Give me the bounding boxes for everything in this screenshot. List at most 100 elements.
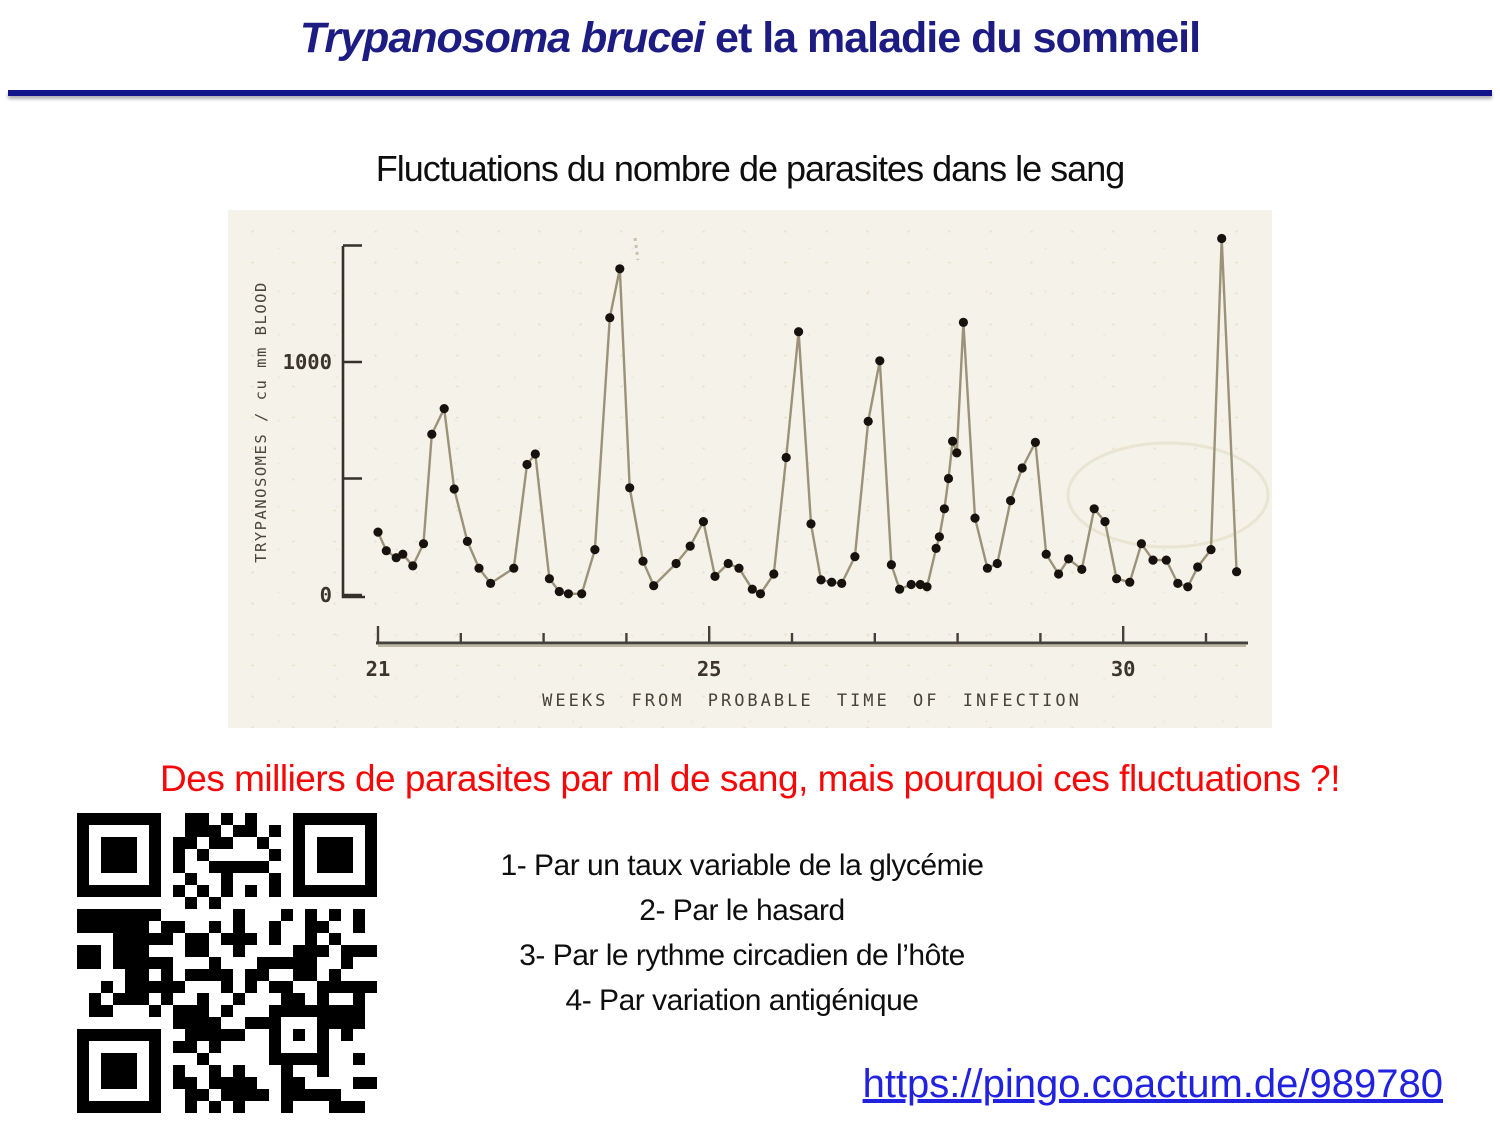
data-point — [577, 589, 587, 599]
svg-text:1000: 1000 — [283, 350, 332, 374]
data-point — [1030, 437, 1040, 447]
data-point — [590, 545, 600, 555]
data-point — [418, 539, 429, 549]
page-title: Trypanosoma brucei et la maladie du somm… — [0, 14, 1500, 63]
data-point — [863, 416, 873, 426]
data-point — [992, 558, 1002, 569]
qr-code — [77, 813, 378, 1114]
title-species: Trypanosoma brucei — [299, 14, 705, 62]
data-point — [922, 582, 932, 592]
data-point — [1217, 233, 1227, 244]
qr-code-svg — [77, 813, 378, 1114]
data-point — [943, 473, 954, 484]
data-point — [1206, 545, 1216, 555]
data-point — [615, 264, 625, 274]
svg-text:25: 25 — [697, 657, 722, 681]
data-point — [794, 327, 804, 337]
data-point — [474, 563, 484, 573]
data-point — [1112, 574, 1122, 584]
parasite-chart-svg: 0 1000 TRYPANOSOMES / cu mm BLOOD 21 25 30 WEE… — [252, 233, 1270, 711]
data-point — [649, 581, 659, 591]
title-underline — [8, 90, 1492, 96]
data-point — [982, 563, 993, 573]
data-point — [449, 484, 459, 494]
data-point — [1161, 555, 1171, 565]
data-point — [734, 563, 744, 573]
data-point — [563, 589, 573, 599]
data-point — [886, 560, 897, 570]
svg-text:30: 30 — [1111, 657, 1136, 681]
data-point — [769, 569, 779, 579]
data-point — [806, 519, 816, 529]
data-point — [1054, 569, 1064, 579]
data-point — [1100, 517, 1110, 527]
poll-option-1: 1- Par un taux variable de la glycémie — [500, 849, 984, 882]
data-point — [522, 459, 532, 470]
question-text: Des milliers de parasites par ml de sang… — [160, 758, 1340, 799]
data-point — [408, 561, 418, 571]
data-point — [895, 584, 905, 594]
data-point — [837, 578, 847, 588]
data-point — [934, 532, 945, 542]
x-axis-title: WEEKS FROM PROBABLE TIME OF INFECTION — [542, 691, 1082, 711]
parasite-figure: 0 1000 TRYPANOSOMES / cu mm BLOOD 21 25 30 WEE… — [228, 210, 1272, 728]
poll-options: 1- Par un taux variable de la glycémie 2… — [501, 843, 984, 1023]
data-point — [1089, 504, 1099, 514]
poll-option-4: 4- Par variation antigénique — [565, 984, 919, 1017]
data-point — [1183, 582, 1193, 592]
y-axis: 0 1000 TRYPANOSOMES / cu mm BLOOD — [252, 244, 365, 607]
data-point — [554, 586, 564, 597]
data-point — [1064, 554, 1074, 564]
poll-option-2: 2- Par le hasard — [639, 894, 845, 927]
data-point — [509, 563, 519, 573]
title-rest: et la maladie du sommeil — [704, 14, 1201, 62]
data-point — [906, 579, 916, 590]
data-point — [875, 356, 885, 366]
poll-link[interactable]: https://pingo.coactum.de/989780 — [862, 1062, 1443, 1106]
scan-artifact — [633, 237, 640, 261]
data-point — [970, 513, 980, 523]
data-point — [958, 317, 969, 327]
data-point — [931, 543, 941, 553]
data-point — [850, 552, 860, 562]
data-point — [1041, 549, 1051, 559]
data-point — [939, 504, 950, 514]
y-axis-title: TRYPANOSOMES / cu mm BLOOD — [252, 281, 270, 563]
data-point — [1125, 577, 1135, 587]
figure-caption: Fluctuations du nombre de parasites dans… — [375, 148, 1125, 189]
data-point — [373, 527, 383, 537]
poll-option-3: 3- Par le rythme circadien de l’hôte — [519, 939, 965, 972]
data-point — [1173, 578, 1183, 588]
data-point — [398, 549, 408, 559]
svg-text:21: 21 — [366, 657, 391, 681]
data-point — [1006, 496, 1016, 506]
data-point — [816, 575, 826, 585]
svg-text:0: 0 — [320, 583, 332, 607]
data-point — [1232, 567, 1242, 577]
data-point — [948, 436, 958, 446]
data-point — [827, 577, 837, 587]
data-point — [439, 404, 449, 414]
data-point — [710, 571, 720, 581]
data-point — [1193, 562, 1203, 572]
data-point — [1077, 564, 1087, 574]
data-point — [530, 449, 540, 459]
data-point — [427, 429, 437, 439]
data-point — [747, 584, 757, 594]
data-point — [781, 452, 791, 463]
data-point — [671, 558, 681, 569]
data-point — [486, 578, 496, 588]
data-point — [1148, 555, 1158, 565]
data-point — [698, 517, 708, 527]
data-point — [544, 574, 554, 584]
scan-artifact — [1066, 441, 1270, 549]
data-point — [638, 556, 648, 566]
data-point — [625, 483, 635, 493]
data-point — [1017, 463, 1027, 473]
data-point — [462, 536, 472, 546]
data-point — [381, 546, 391, 556]
series-line — [376, 237, 1238, 595]
data-point — [685, 541, 695, 551]
data-point — [755, 589, 766, 599]
